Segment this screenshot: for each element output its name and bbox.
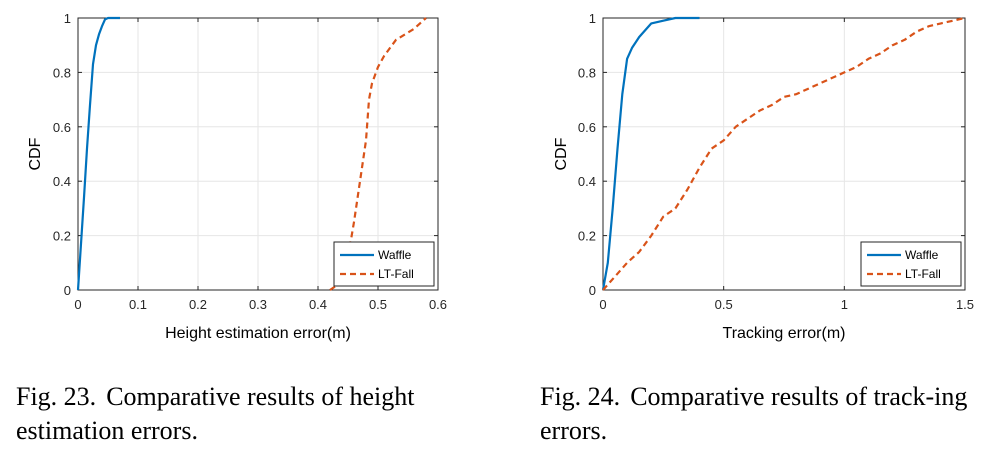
- y-tick-label: 0.4: [578, 174, 596, 189]
- y-tick-label: 0.6: [578, 120, 596, 135]
- y-tick-label: 0.4: [53, 174, 71, 189]
- series-line-lt-fall: [602, 16, 966, 291]
- legend-label: LT-Fall: [905, 267, 941, 281]
- caption-fig23: Fig. 23. Comparative results of height es…: [16, 380, 466, 448]
- y-tick-label: 1: [64, 11, 71, 26]
- legend-label: Waffle: [378, 248, 412, 262]
- x-axis-label: Height estimation error(m): [165, 325, 351, 342]
- x-tick-label: 1: [841, 297, 848, 312]
- x-tick-label: 0: [74, 297, 81, 312]
- chart-height-error: 0 0.1 0.2 0.3 0.4 0.5 0.6 0 0.2 0.4 0.6 0.8 1 Height …: [27, 11, 447, 342]
- y-tick-label: 1: [589, 11, 596, 26]
- legend-label: LT-Fall: [378, 267, 414, 281]
- x-tick-label: 0.5: [715, 297, 733, 312]
- y-axis-label: CDF: [553, 137, 570, 170]
- figure-canvas: 0 0.1 0.2 0.3 0.4 0.5 0.6 0 0.2 0.4 0.6 0.8 1 Height …: [27, 11, 974, 342]
- y-tick-label: 0.2: [578, 229, 596, 244]
- legend-box: [333, 241, 435, 287]
- y-axis-label: CDF: [27, 137, 44, 170]
- legend-box: [860, 241, 962, 287]
- caption-fig24: Fig. 24. Comparative results of track-ing…: [540, 380, 990, 448]
- caption-text: Comparative results of height estimation…: [16, 382, 415, 445]
- x-tick-label: 0: [599, 297, 606, 312]
- caption-text: Comparative results of track-ing errors.: [540, 382, 968, 445]
- y-tick-label: 0: [64, 283, 71, 298]
- caption-label: Fig. 23.: [16, 382, 97, 411]
- y-tick-label: 0: [589, 283, 596, 298]
- y-tick-label: 0.2: [53, 229, 71, 244]
- x-axis-label: Tracking error(m): [723, 325, 846, 342]
- x-tick-label: 0.4: [309, 297, 327, 312]
- x-tick-label: 0.2: [189, 297, 207, 312]
- legend: Waffle LT-Fall: [333, 241, 435, 287]
- x-tick-label: 1.5: [956, 297, 974, 312]
- x-tick-label: 0.1: [129, 297, 147, 312]
- x-tick-label: 0.3: [249, 297, 267, 312]
- y-tick-label: 0.6: [53, 120, 71, 135]
- legend-label: Waffle: [905, 248, 939, 262]
- series-line-waffle: [76, 16, 120, 291]
- axes-box: [602, 17, 966, 291]
- y-tick-label: 0.8: [53, 65, 71, 80]
- caption-label: Fig. 24.: [540, 382, 621, 411]
- chart-tracking-error: 0 0.5 1 1.5 0 0.2 0.4 0.6 0.8 1 Tracking error(m) C…: [553, 11, 974, 342]
- x-tick-label: 0.5: [369, 297, 387, 312]
- y-tick-label: 0.8: [578, 65, 596, 80]
- legend: Waffle LT-Fall: [860, 241, 962, 287]
- series-line-waffle: [601, 16, 700, 291]
- x-tick-label: 0.6: [429, 297, 447, 312]
